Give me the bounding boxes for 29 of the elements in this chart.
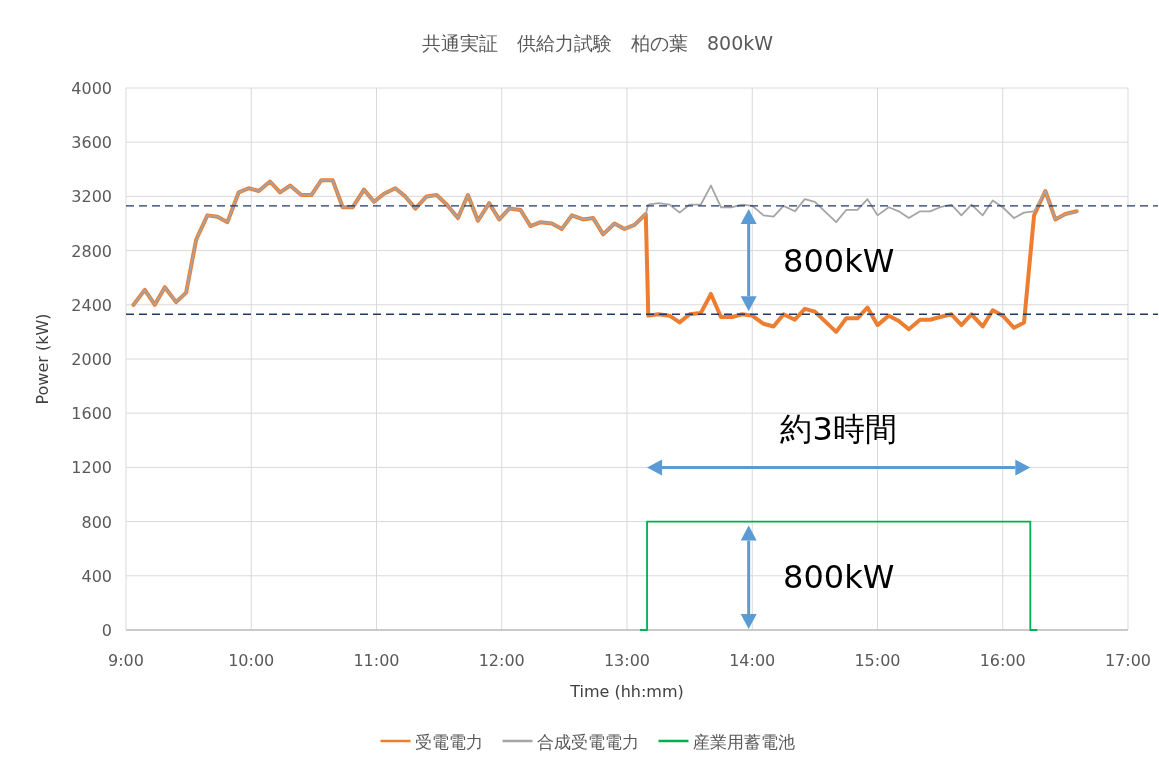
legend-label: 受電電力 bbox=[414, 732, 483, 752]
y-tick-label: 1600 bbox=[71, 404, 112, 424]
x-tick-label: 12:00 bbox=[478, 651, 525, 670]
y-tick-label: 800 bbox=[81, 512, 112, 532]
y-tick-label: 0 bbox=[101, 621, 112, 640]
y-tick-label: 4000 bbox=[71, 79, 112, 98]
x-tick-label: 15:00 bbox=[854, 651, 901, 670]
y-tick-label: 2800 bbox=[71, 241, 112, 261]
y-tick-label: 3600 bbox=[71, 133, 112, 153]
chart-title: 共通実証 供給力試験 柏の葉 800kW bbox=[421, 32, 774, 54]
y-tick-label: 3200 bbox=[71, 187, 112, 207]
x-tick-label: 13:00 bbox=[603, 651, 651, 670]
y-tick-label: 2000 bbox=[71, 350, 112, 369]
x-axis-title: Time (hh:mm) bbox=[569, 682, 684, 701]
annotation: 800kW bbox=[783, 242, 895, 281]
x-tick-label: 14:00 bbox=[729, 651, 776, 670]
annotation: 800kW bbox=[783, 557, 895, 596]
x-tick-label: 10:00 bbox=[228, 651, 275, 670]
legend-label: 合成受電電力 bbox=[536, 732, 639, 752]
y-tick-label: 400 bbox=[81, 566, 112, 586]
y-tick-label: 1200 bbox=[71, 458, 112, 478]
y-tick-label: 2400 bbox=[71, 295, 112, 315]
legend-label: 産業用蓄電池 bbox=[692, 732, 795, 752]
x-tick-label: 11:00 bbox=[353, 651, 400, 670]
x-tick-label: 16:00 bbox=[979, 651, 1026, 670]
annotation: 約3時間 bbox=[780, 409, 897, 448]
x-tick-label: 9:00 bbox=[108, 651, 144, 670]
y-axis-title: Power (kW) bbox=[33, 313, 52, 405]
x-tick-label: 17:00 bbox=[1104, 651, 1152, 670]
